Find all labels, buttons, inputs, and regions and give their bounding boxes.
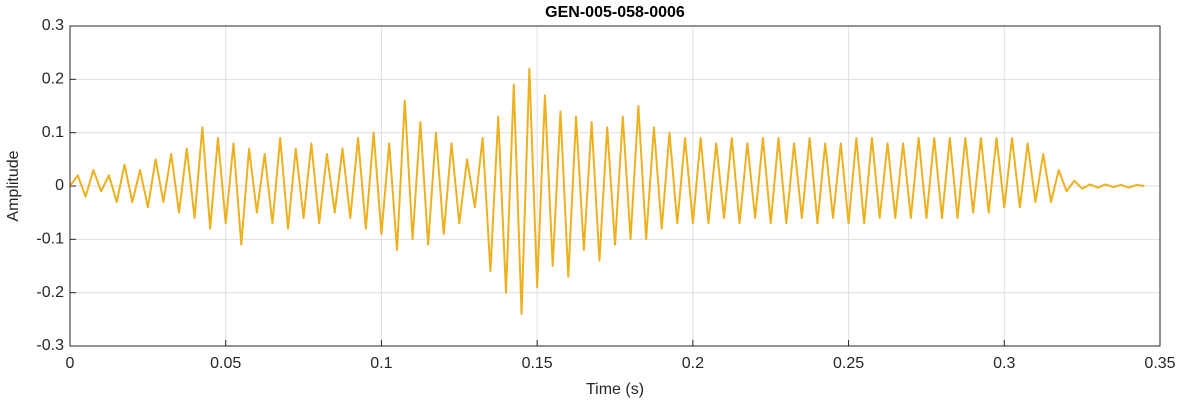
x-axis-label: Time (s): [586, 381, 644, 398]
x-tick-label: 0.35: [1144, 355, 1175, 372]
y-tick-label: -0.2: [36, 284, 64, 301]
y-tick-label: -0.3: [36, 337, 64, 354]
y-tick-label: -0.1: [36, 231, 64, 248]
y-tick-label: 0.3: [42, 17, 64, 34]
x-tick-label: 0.05: [210, 355, 241, 372]
y-axis-label: Amplitude: [5, 150, 22, 221]
y-tick-label: 0: [55, 177, 64, 194]
axes-frame: [69, 25, 1161, 347]
x-tick-label: 0.1: [370, 355, 392, 372]
chart-title: GEN-005-058-0006: [545, 4, 685, 21]
x-tick-label: 0.2: [682, 355, 704, 372]
y-tick-label: 0.2: [42, 71, 64, 88]
x-tick-label: 0.25: [833, 355, 864, 372]
x-tick-label: 0.3: [993, 355, 1015, 372]
x-tick-label: 0: [66, 355, 75, 372]
y-tick-label: 0.1: [42, 124, 64, 141]
x-tick-label: 0.15: [522, 355, 553, 372]
line-series: [69, 67, 1145, 315]
